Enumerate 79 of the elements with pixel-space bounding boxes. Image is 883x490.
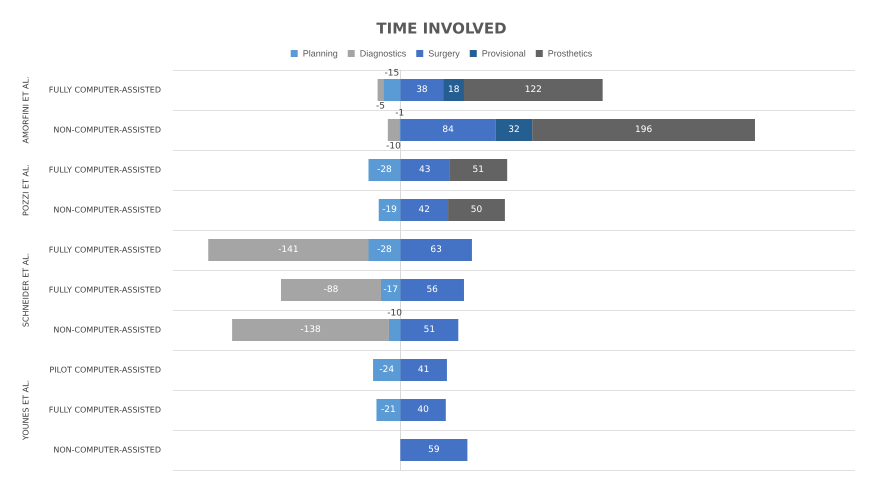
- data-label: 84: [442, 125, 454, 135]
- data-label: 63: [430, 245, 442, 255]
- bar: [208, 239, 369, 261]
- bar: [388, 319, 400, 341]
- data-label: -15: [384, 68, 400, 78]
- y-tick-label: NON-COMPUTER-ASSISTED: [53, 446, 161, 454]
- legend-label: Provisional: [482, 48, 526, 58]
- bar: [444, 79, 464, 101]
- text: POZZI ET AL.: [22, 164, 30, 216]
- data-label: -1: [395, 108, 404, 118]
- data-label: -17: [383, 285, 398, 295]
- bar: [400, 399, 446, 421]
- data-label: 41: [418, 365, 430, 375]
- data-label: 51: [472, 165, 484, 175]
- bar: [381, 279, 400, 301]
- bar: [400, 439, 468, 461]
- bar: [400, 359, 447, 381]
- y-tick-label: PILOT COMPUTER-ASSISTED: [49, 366, 161, 374]
- bar: [400, 319, 458, 341]
- legend-label: Planning: [302, 48, 338, 58]
- y-tick-label: FULLY COMPUTER-ASSISTED: [48, 86, 161, 94]
- bar: [368, 159, 400, 181]
- bar: [232, 319, 389, 341]
- bar: [400, 239, 472, 261]
- data-label: 42: [418, 205, 430, 215]
- legend-label: Prosthetics: [548, 48, 593, 58]
- data-label: -138: [300, 325, 322, 335]
- y-tick-label: FULLY COMPUTER-ASSISTED: [48, 166, 161, 174]
- data-label: 18: [448, 85, 460, 95]
- bar: [378, 199, 400, 221]
- bar: [378, 79, 384, 101]
- bar: [496, 119, 532, 141]
- bar: [400, 159, 450, 181]
- chart-title: TIME INVOLVED: [376, 20, 507, 38]
- bar: [448, 199, 505, 221]
- data-label: -28: [377, 245, 392, 255]
- data-label: -141: [278, 245, 299, 255]
- data-label: 32: [508, 125, 520, 135]
- data-label: 43: [419, 165, 430, 175]
- data-label: 40: [417, 405, 430, 415]
- data-label: -88: [324, 285, 339, 295]
- data-label: -28: [377, 165, 392, 175]
- data-label: -24: [379, 365, 394, 375]
- y-tick-label: NON-COMPUTER-ASSISTED: [53, 206, 161, 214]
- data-label: 196: [634, 125, 652, 135]
- bar: [280, 279, 382, 301]
- data-label: -21: [381, 405, 396, 415]
- y-tick-label: NON-COMPUTER-ASSISTED: [53, 326, 161, 334]
- data-label: 51: [424, 325, 436, 335]
- y-tick-label: NON-COMPUTER-ASSISTED: [53, 126, 161, 134]
- bar: [373, 359, 400, 381]
- bar: [449, 159, 508, 181]
- y-tick-label: FULLY COMPUTER-ASSISTED: [48, 286, 161, 294]
- legend-label: Surgery: [428, 48, 460, 58]
- bar: [368, 239, 400, 261]
- legend-label: Diagnostics: [360, 48, 407, 58]
- data-label: 59: [428, 445, 440, 455]
- data-label: 38: [416, 85, 428, 95]
- bar: [400, 199, 448, 221]
- text: YOUNES ET AL.: [22, 380, 30, 442]
- bar: [383, 79, 400, 101]
- bar: [400, 79, 444, 101]
- data-label: -10: [386, 142, 402, 152]
- data-label: 122: [524, 85, 542, 95]
- y-tick-label: FULLY COMPUTER-ASSISTED: [48, 406, 161, 414]
- y-tick-label: FULLY COMPUTER-ASSISTED: [48, 246, 161, 254]
- data-label: -10: [387, 308, 402, 318]
- bar: [532, 119, 755, 141]
- data-label: -19: [382, 205, 398, 215]
- data-label: 56: [426, 285, 438, 295]
- bar: [376, 399, 400, 421]
- bar: [388, 119, 400, 141]
- bar: [400, 279, 464, 301]
- text: AMORFINI ET AL.: [22, 76, 30, 144]
- data-label: 50: [470, 205, 482, 215]
- bar: [400, 119, 496, 141]
- data-label: -5: [376, 102, 385, 112]
- text: SCHNEIDER ET AL.: [22, 252, 30, 328]
- bar: [464, 79, 603, 101]
